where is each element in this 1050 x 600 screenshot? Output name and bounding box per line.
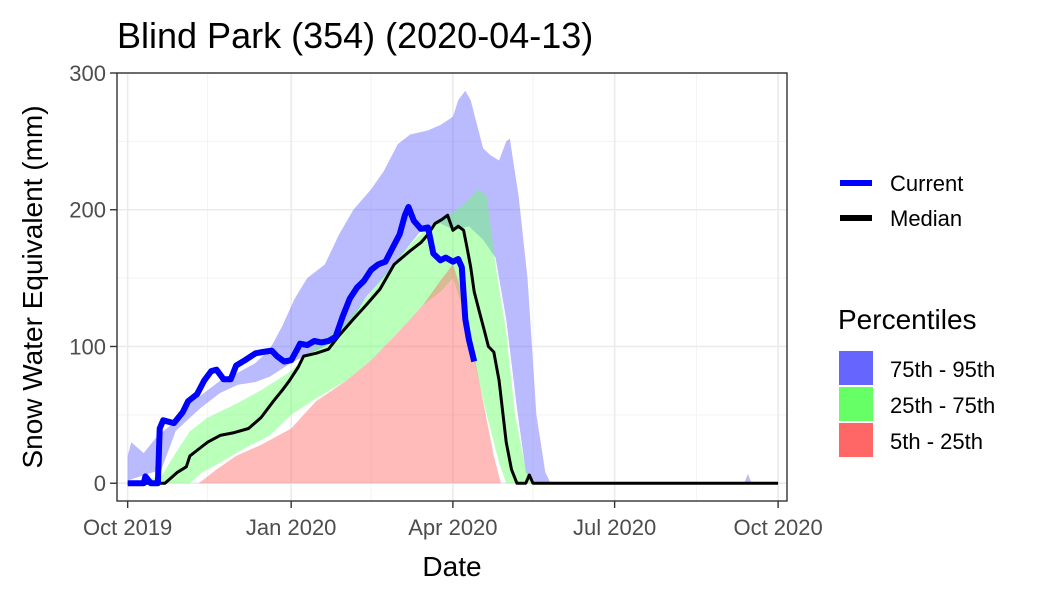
legend: Current Median Percentiles 75th - 95th 25th … <box>838 171 995 457</box>
plot-border <box>116 72 788 502</box>
legend-swatch <box>839 423 873 457</box>
y-tick-label: 0 <box>94 471 106 496</box>
x-axis-label: Date <box>422 551 481 582</box>
percentile-bands <box>127 90 779 484</box>
y-tick-label: 200 <box>69 198 106 223</box>
x-tick-label: Apr 2020 <box>408 515 497 540</box>
legend-swatch <box>839 387 873 421</box>
series-line-current <box>127 204 478 487</box>
axes: 0 100 200 300 Oct 2019 Jan 2020 Apr 2020 Jul 20… <box>69 61 822 540</box>
band-5th-25th <box>127 264 779 484</box>
x-tick-label: Jan 2020 <box>246 515 337 540</box>
legend-label: 5th - 25th <box>890 429 983 454</box>
legend-label: Current <box>890 171 963 196</box>
y-axis-label: Snow Water Equivalent (mm) <box>17 105 48 468</box>
band-25th-75th <box>127 189 779 484</box>
x-tick-label: Oct 2019 <box>83 515 172 540</box>
legend-label: 75th - 95th <box>890 357 995 382</box>
y-tick-label: 100 <box>69 334 106 359</box>
series-lines <box>127 204 779 487</box>
legend-swatch <box>839 351 873 385</box>
x-tick-label: Jul 2020 <box>573 515 656 540</box>
legend-label: 25th - 75th <box>890 393 995 418</box>
legend-label: Median <box>890 206 962 231</box>
legend-title: Percentiles <box>838 304 977 335</box>
chart-title: Blind Park (354) (2020-04-13) <box>117 15 593 56</box>
series-line-median <box>127 213 779 485</box>
y-tick-label: 300 <box>69 61 106 86</box>
band-75th-95th <box>127 90 779 484</box>
x-tick-label: Oct 2020 <box>733 515 822 540</box>
